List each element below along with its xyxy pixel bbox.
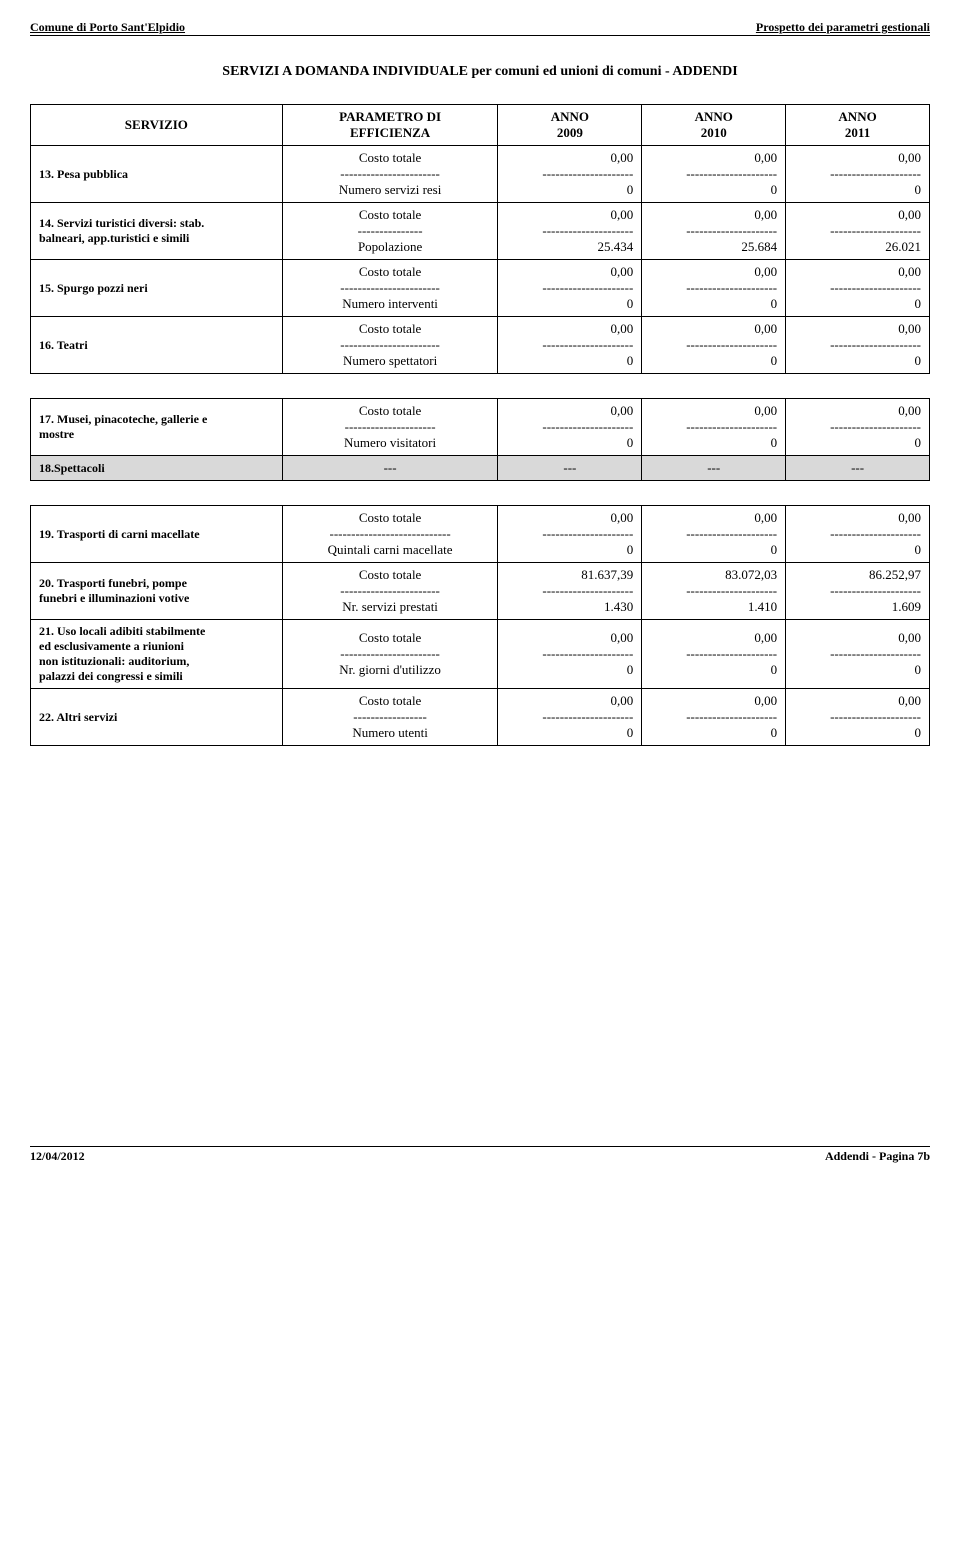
- header-left: Comune di Porto Sant'Elpidio: [30, 20, 185, 35]
- col-y3: ANNO 2011: [786, 105, 930, 146]
- param-cell: Costo totale ---------------------------…: [282, 506, 498, 563]
- param-cell: Costo totale ----------------------- Nr.…: [282, 563, 498, 620]
- table-block-3: 19. Trasporti di carni macellate Costo t…: [30, 505, 930, 746]
- param-cell: Costo totale ----------------- Numero ut…: [282, 689, 498, 746]
- col-servizio: SERVIZIO: [31, 105, 283, 146]
- footer-left: 12/04/2012: [30, 1149, 85, 1164]
- param-cell: Costo totale ----------------------- Num…: [282, 317, 498, 374]
- param-cell: Costo totale ----------------------- Num…: [282, 260, 498, 317]
- service-label: 14. Servizi turistici diversi: stab. bal…: [31, 203, 283, 260]
- service-label: 18.Spettacoli: [31, 456, 283, 481]
- table-row: 20. Trasporti funebri, pompe funebri e i…: [31, 563, 930, 620]
- table-row: 22. Altri servizi Costo totale ---------…: [31, 689, 930, 746]
- table-row-spettacoli: 18.Spettacoli --- --- --- ---: [31, 456, 930, 481]
- param-cell: Costo totale --------------- Popolazione: [282, 203, 498, 260]
- page-title: SERVIZI A DOMANDA INDIVIDUALE per comuni…: [30, 64, 930, 80]
- service-label: 21. Uso locali adibiti stabilmente ed es…: [31, 620, 283, 689]
- service-label: 15. Spurgo pozzi neri: [31, 260, 283, 317]
- header-bar: Comune di Porto Sant'Elpidio Prospetto d…: [30, 20, 930, 36]
- table-row: 15. Spurgo pozzi neri Costo totale -----…: [31, 260, 930, 317]
- col-y1: ANNO 2009: [498, 105, 642, 146]
- service-label: 22. Altri servizi: [31, 689, 283, 746]
- table-row: 17. Musei, pinacoteche, gallerie e mostr…: [31, 399, 930, 456]
- footer-bar: 12/04/2012 Addendi - Pagina 7b: [30, 1146, 930, 1164]
- service-label: 20. Trasporti funebri, pompe funebri e i…: [31, 563, 283, 620]
- param-cell: Costo totale --------------------- Numer…: [282, 399, 498, 456]
- val-2010: 0,00 --------------------- 0: [642, 146, 786, 203]
- col-parametro: PARAMETRO DI EFFICIENZA: [282, 105, 498, 146]
- table-row: 13. Pesa pubblica Costo totale ---------…: [31, 146, 930, 203]
- header-right: Prospetto dei parametri gestionali: [756, 20, 930, 35]
- service-label: 13. Pesa pubblica: [31, 146, 283, 203]
- table-row: 16. Teatri Costo totale ----------------…: [31, 317, 930, 374]
- col-y2: ANNO 2010: [642, 105, 786, 146]
- param-cell: Costo totale ----------------------- Nr.…: [282, 620, 498, 689]
- footer-right: Addendi - Pagina 7b: [825, 1149, 930, 1164]
- val-2011: 0,00 --------------------- 0: [786, 146, 930, 203]
- table-row: 21. Uso locali adibiti stabilmente ed es…: [31, 620, 930, 689]
- table-block-1: SERVIZIO PARAMETRO DI EFFICIENZA ANNO 20…: [30, 104, 930, 374]
- table-row: 14. Servizi turistici diversi: stab. bal…: [31, 203, 930, 260]
- param-cell: ---: [282, 456, 498, 481]
- table-row: 19. Trasporti di carni macellate Costo t…: [31, 506, 930, 563]
- service-label: 19. Trasporti di carni macellate: [31, 506, 283, 563]
- val-2009: 0,00 --------------------- 0: [498, 146, 642, 203]
- service-label: 16. Teatri: [31, 317, 283, 374]
- param-cell: Costo totale ----------------------- Num…: [282, 146, 498, 203]
- table-block-2: 17. Musei, pinacoteche, gallerie e mostr…: [30, 398, 930, 481]
- service-label: 17. Musei, pinacoteche, gallerie e mostr…: [31, 399, 283, 456]
